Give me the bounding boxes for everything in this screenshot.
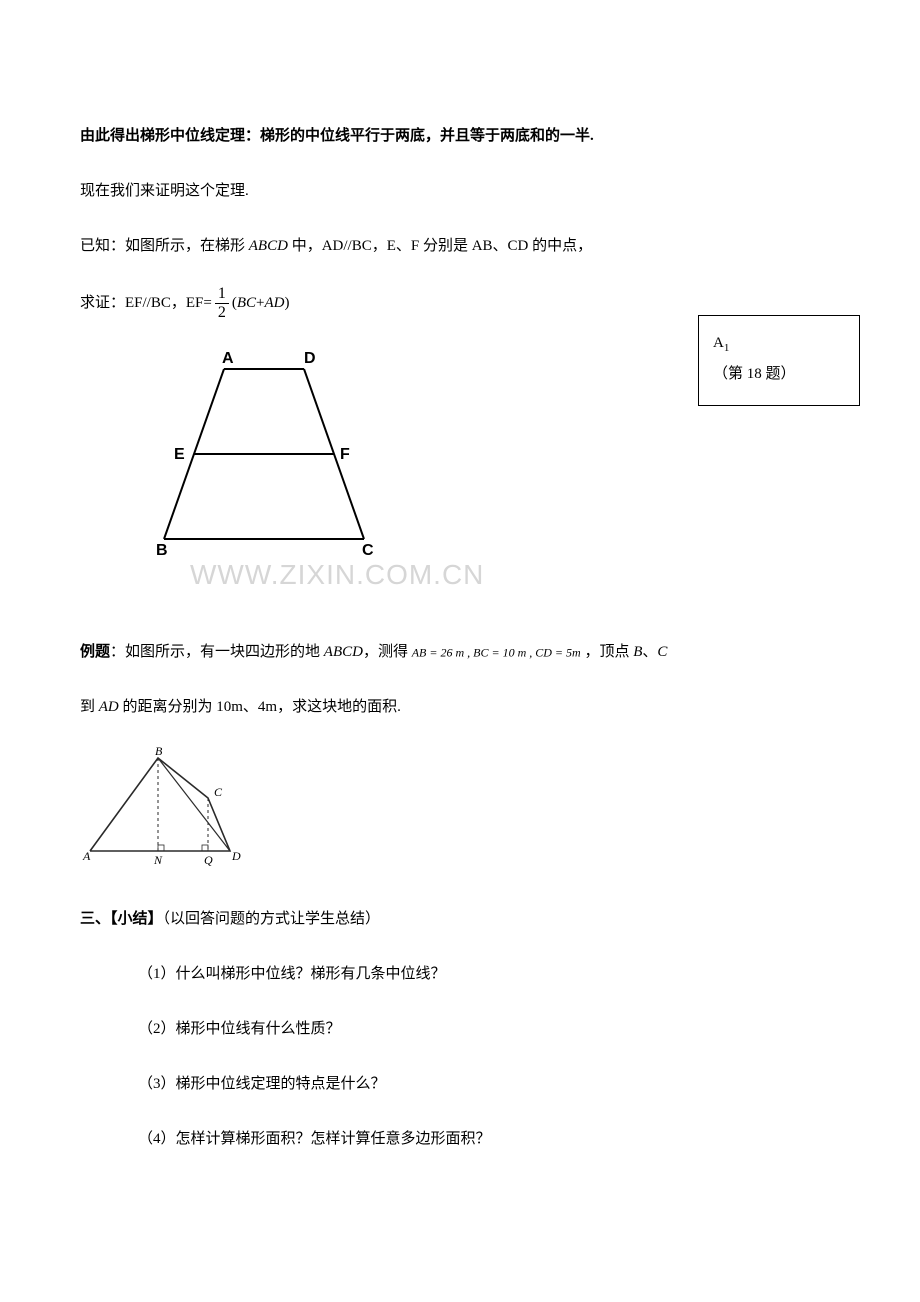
label-A: A — [222, 350, 234, 367]
example-body3: ，顶点 — [581, 644, 634, 660]
example-v1: B — [633, 644, 642, 660]
box-sub: 1 — [724, 342, 730, 354]
expr-close: ) — [284, 287, 289, 320]
label-D: D — [304, 350, 316, 367]
summary-heading: 三、【小结】（以回答问题的方式让学生总结） — [80, 903, 840, 936]
sf-B: B — [155, 746, 163, 758]
prove-formula: 1 2 (BC + AD) — [212, 285, 290, 321]
given-mid: 中，AD//BC，E、F 分别是 AB、CD 的中点， — [288, 238, 592, 254]
fraction: 1 2 — [215, 285, 229, 321]
sf-Q: Q — [204, 853, 213, 866]
sf-D: D — [231, 849, 241, 863]
prove-prefix: 求证：EF//BC，EF= — [80, 287, 212, 320]
label-E: E — [174, 446, 185, 463]
question-1: （1）什么叫梯形中位线？梯形有几条中位线？ — [80, 958, 840, 991]
ex-l2-rest: 的距离分别为 10m、4m，求这块地的面积. — [119, 699, 401, 715]
example-prefix: 例题 — [80, 644, 110, 660]
frac-num: 1 — [215, 285, 229, 304]
label-F: F — [340, 446, 350, 463]
example-body1: ：如图所示，有一块四边形的地 — [110, 644, 324, 660]
box-line2: （第 18 题） — [713, 359, 853, 389]
summary-sub: （以回答问题的方式让学生总结） — [163, 911, 381, 927]
sf-N: N — [153, 853, 163, 866]
box-a: A — [713, 335, 724, 351]
sf-A: A — [82, 849, 91, 863]
expr-var2: AD — [264, 287, 284, 320]
small-figure: A B C D N Q — [80, 746, 840, 879]
example-body2: ，测得 — [363, 644, 412, 660]
theorem-statement: 由此得出梯形中位线定理：梯形的中位线平行于两底，并且等于两底和的一半. — [80, 120, 840, 153]
question-2: （2）梯形中位线有什么性质？ — [80, 1013, 840, 1046]
summary-title: 三、【小结】 — [80, 911, 163, 927]
sf-C: C — [214, 785, 223, 799]
side-box: A1 （第 18 题） — [698, 315, 860, 406]
label-B: B — [156, 542, 168, 559]
given-shape: ABCD — [249, 238, 288, 254]
example-v2: C — [657, 644, 667, 660]
expr-var1: BC — [237, 287, 256, 320]
ex-l2-prefix: 到 — [80, 699, 99, 715]
question-4: （4）怎样计算梯形面积？怎样计算任意多边形面积？ — [80, 1123, 840, 1156]
given-line: 已知：如图所示，在梯形 ABCD 中，AD//BC，E、F 分别是 AB、CD … — [80, 230, 840, 263]
given-prefix: 已知：如图所示，在梯形 — [80, 238, 249, 254]
example-line2: 到 AD 的距离分别为 10m、4m，求这块地的面积. — [80, 691, 840, 724]
frac-den: 2 — [215, 304, 229, 322]
example-shape: ABCD — [324, 644, 363, 660]
watermark: WWW.ZIXIN.COM.CN — [190, 544, 840, 606]
box-line1: A1 — [713, 328, 853, 359]
example-line1: 例题：如图所示，有一块四边形的地 ABCD，测得 AB = 26 m , BC … — [80, 636, 840, 669]
question-3: （3）梯形中位线定理的特点是什么？ — [80, 1068, 840, 1101]
ex-l2-var: AD — [99, 699, 119, 715]
prove-intro: 现在我们来证明这个定理. — [80, 175, 840, 208]
example-formula: AB = 26 m , BC = 10 m , CD = 5m — [412, 645, 581, 659]
